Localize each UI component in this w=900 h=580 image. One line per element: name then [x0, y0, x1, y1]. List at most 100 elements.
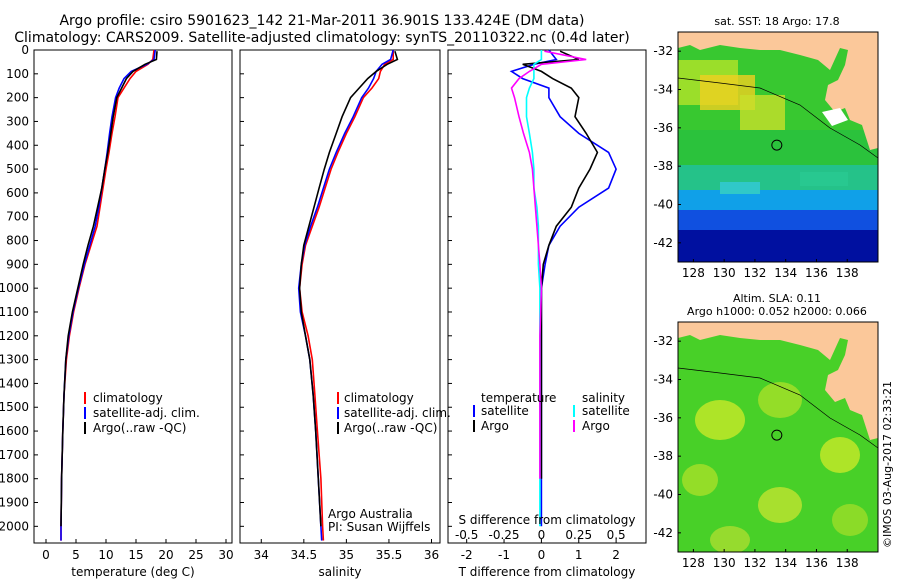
lat-tick-label: -42 — [653, 526, 673, 540]
x-tick-label: -1 — [498, 548, 510, 562]
lon-tick-label: 132 — [743, 266, 766, 280]
lon-tick-label: 134 — [774, 556, 797, 570]
legend-t-argo: Argo — [481, 419, 509, 433]
sst-argo-marker — [771, 139, 783, 151]
lat-tick-label: -36 — [653, 121, 673, 135]
s-difference-ticks: -0.5 -0.25 0 0.25 0.5 — [455, 528, 626, 542]
s-tick-label: -0.25 — [489, 528, 520, 542]
depth-tick-label: 1900 — [0, 496, 29, 510]
depth-tick-label: 0 — [21, 43, 29, 57]
lat-tick-label: -34 — [653, 83, 673, 97]
legend-climatology: climatology — [344, 391, 414, 405]
sla-map: Altim. SLA: 0.11 Argo h1000: 0.052 h2000… — [653, 292, 879, 570]
sst-map-frame — [677, 31, 879, 263]
s-tick-label: 0 — [538, 528, 546, 542]
lat-tick-label: -40 — [653, 488, 673, 502]
temperature-legend: climatology satellite-adj. clim. Argo(..… — [84, 391, 200, 435]
salinity-panel: 34 34.5 35 35.5 36 salinity climatology sate… — [239, 49, 451, 579]
depth-tick-label: 1700 — [0, 448, 29, 462]
watermark: ©IMOS 03-Aug-2017 02:33:21 — [881, 381, 894, 548]
series-satellite — [297, 49, 394, 541]
sla-map-ticks: 128 130 132 134 136 138 -32 -34 -36 -38 -40 -42 — [653, 334, 858, 570]
difference-series — [509, 49, 617, 527]
x-tick-label: 30 — [218, 548, 233, 562]
lat-tick-label: -38 — [653, 159, 673, 173]
depth-tick-label: 300 — [6, 114, 29, 128]
x-tick-label: -2 — [461, 548, 473, 562]
salinity-ticks: 34 34.5 35 35.5 36 — [240, 49, 439, 562]
depth-tick-label: 1100 — [0, 305, 29, 319]
credit-line2: PI: Susan Wijffels — [328, 520, 430, 534]
s-tick-label: 0.5 — [607, 528, 626, 542]
depth-tick-label: 600 — [6, 186, 29, 200]
depth-tick-label: 800 — [6, 234, 29, 248]
figure-title-line2: Climatology: CARS2009. Satellite-adjuste… — [14, 30, 629, 46]
series-argo — [60, 51, 158, 527]
t-difference-xlabel: T difference from climatology — [458, 565, 636, 579]
lon-tick-label: 128 — [682, 266, 705, 280]
lon-tick-label: 136 — [805, 266, 828, 280]
depth-tick-label: 1600 — [0, 424, 29, 438]
figure-title-line1: Argo profile: csiro 5901623_142 21-Mar-2… — [59, 13, 584, 29]
sst-map-title: sat. SST: 18 Argo: 17.8 — [714, 15, 839, 28]
temperature-ticks: 0 5 10 15 20 25 30 — [42, 539, 234, 562]
legend-climatology: climatology — [93, 391, 163, 405]
lon-tick-label: 130 — [713, 556, 736, 570]
depth-tick-label: 700 — [6, 210, 29, 224]
x-tick-label: 25 — [188, 548, 203, 562]
lon-tick-label: 138 — [836, 556, 859, 570]
temperature-xlabel: temperature (deg C) — [71, 565, 194, 579]
lat-tick-label: -42 — [653, 236, 673, 250]
depth-tick-label: 2000 — [0, 519, 29, 533]
legend-s-satellite: satellite — [582, 404, 630, 418]
difference-legend: temperature salinity satellite Argo sate… — [473, 391, 630, 433]
x-tick-label: 34.5 — [290, 548, 317, 562]
depth-tick-label: 500 — [6, 162, 29, 176]
difference-frame — [447, 49, 647, 544]
depth-tick-label: 400 — [6, 138, 29, 152]
depth-tick-label: 1800 — [0, 472, 29, 486]
depth-tick-label: 100 — [6, 67, 29, 81]
depth-tick-label: 1000 — [0, 281, 29, 295]
depth-tick-label: 1200 — [0, 329, 29, 343]
depth-tick-label: 1400 — [0, 376, 29, 390]
series-climatology — [60, 49, 155, 541]
x-tick-label: 34 — [254, 548, 269, 562]
lat-tick-label: -32 — [653, 44, 673, 58]
legend-argo: Argo(..raw -QC) — [344, 421, 437, 435]
legend-t-satellite: satellite — [481, 404, 529, 418]
series-climatology — [298, 50, 395, 541]
depth-tick-label: 900 — [6, 257, 29, 271]
lon-tick-label: 138 — [836, 266, 859, 280]
salinity-frame — [239, 49, 441, 544]
x-tick-label: 20 — [158, 548, 173, 562]
x-tick-label: 10 — [98, 548, 113, 562]
sla-map-subtitle: Argo h1000: 0.052 h2000: 0.066 — [687, 305, 867, 318]
depth-tick-label: 200 — [6, 91, 29, 105]
salinity-series — [297, 49, 399, 541]
difference-ticks: -2 -1 0 1 2 — [448, 49, 620, 562]
x-tick-label: 5 — [72, 548, 80, 562]
legend-argo: Argo(..raw -QC) — [93, 421, 186, 435]
legend-satellite: satellite-adj. clim. — [344, 406, 451, 420]
s-difference-xlabel: S difference from climatology — [459, 513, 636, 527]
sst-land — [678, 32, 878, 150]
lat-tick-label: -36 — [653, 411, 673, 425]
difference-panel: -2 -1 0 1 2 -0.5 -0.25 0 0.25 0.5 T difference f… — [447, 49, 647, 579]
lon-tick-label: 134 — [774, 266, 797, 280]
sla-map-title: Altim. SLA: 0.11 — [733, 292, 821, 305]
x-tick-label: 1 — [575, 548, 583, 562]
sst-map-ticks: 128 130 132 134 136 138 -32 -34 -36 -38 -40 -42 — [653, 44, 858, 280]
sla-land — [678, 322, 878, 440]
x-tick-label: 0 — [538, 548, 546, 562]
x-tick-label: 2 — [612, 548, 620, 562]
legend-satellite: satellite-adj. clim. — [93, 406, 200, 420]
credit-line1: Argo Australia — [328, 507, 413, 521]
lon-tick-label: 132 — [743, 556, 766, 570]
depth-tick-label: 1300 — [0, 353, 29, 367]
depth-ticks: 0 100 200 300 400 500 600 700 800 900 1000 1100 1200… — [0, 43, 38, 533]
sla-map-frame — [677, 321, 879, 553]
series-temperature-argo — [522, 50, 599, 479]
x-tick-label: 15 — [128, 548, 143, 562]
